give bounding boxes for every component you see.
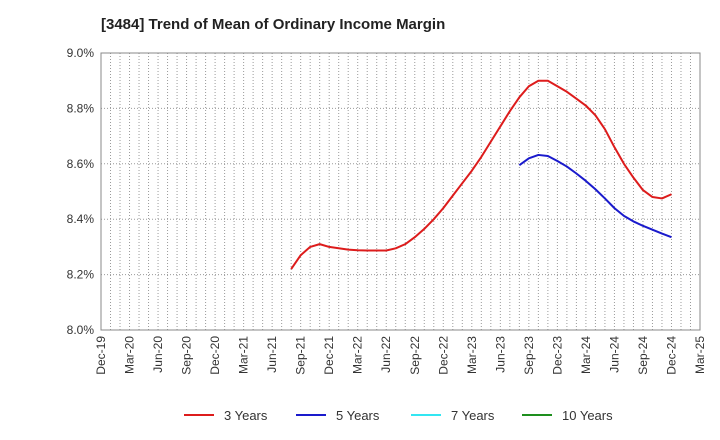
x-tick-label: Sep-24: [636, 336, 650, 375]
y-tick-label: 8.0%: [67, 323, 95, 337]
x-tick-label: Jun-24: [607, 336, 621, 373]
legend-label: 7 Years: [451, 408, 495, 423]
x-tick-label: Mar-22: [351, 336, 365, 374]
x-tick-label: Dec-19: [94, 336, 108, 375]
chart-title: [3484] Trend of Mean of Ordinary Income …: [101, 16, 446, 33]
x-tick-label: Dec-20: [208, 336, 222, 375]
x-tick-label: Sep-20: [180, 336, 194, 375]
x-tick-label: Sep-23: [522, 336, 536, 375]
legend-label: 10 Years: [562, 408, 613, 423]
legend-label: 5 Years: [336, 408, 380, 423]
x-tick-label: Sep-21: [294, 336, 308, 375]
x-tick-label: Dec-21: [322, 336, 336, 375]
x-tick-label: Jun-23: [493, 336, 507, 373]
y-tick-label: 8.8%: [67, 101, 95, 115]
y-tick-label: 8.2%: [67, 268, 95, 282]
y-tick-label: 8.6%: [67, 157, 95, 171]
series-line-3-years: [290, 79, 672, 270]
x-tick-label: Jun-21: [265, 336, 279, 373]
y-tick-label: 9.0%: [67, 46, 95, 60]
plot-frame: [100, 52, 701, 331]
x-tick-label: Sep-22: [408, 336, 422, 375]
x-tick-label: Dec-23: [550, 336, 564, 375]
x-tick-label: Mar-25: [693, 336, 707, 374]
x-tick-label: Mar-21: [237, 336, 251, 374]
series-line-5-years: [518, 153, 672, 239]
x-tick-label: Mar-24: [579, 336, 593, 374]
x-tick-label: Jun-22: [379, 336, 393, 373]
x-tick-label: Mar-23: [465, 336, 479, 374]
x-tick-label: Mar-20: [123, 336, 137, 374]
y-tick-label: 8.4%: [67, 212, 95, 226]
x-tick-label: Dec-22: [436, 336, 450, 375]
x-tick-label: Dec-24: [664, 336, 678, 375]
x-tick-label: Jun-20: [151, 336, 165, 373]
legend-label: 3 Years: [224, 408, 268, 423]
